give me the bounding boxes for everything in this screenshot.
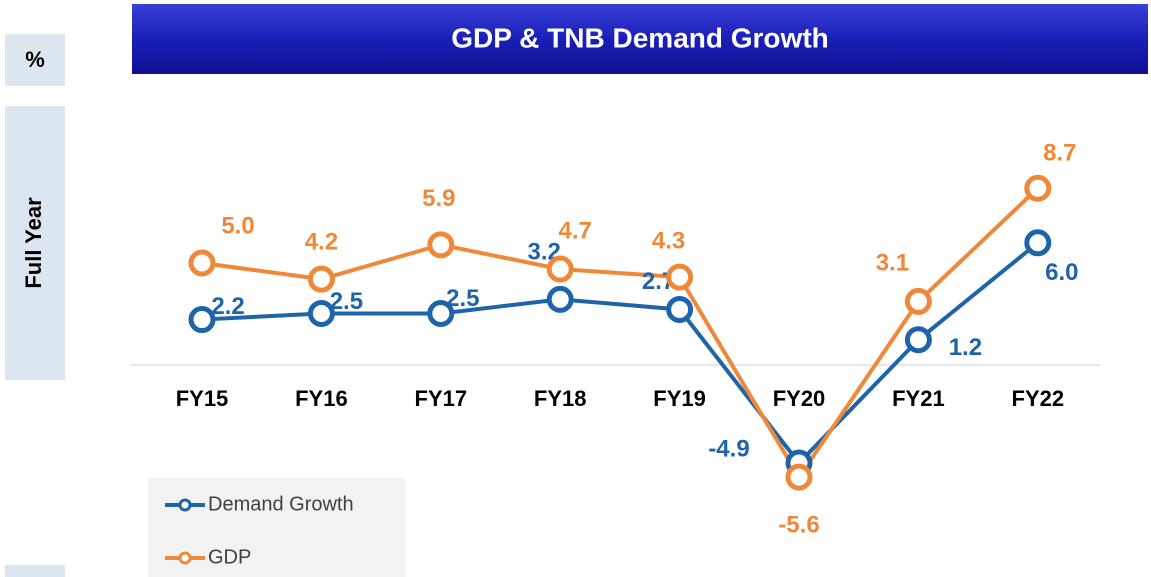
value-label: 3.1 [876, 250, 909, 277]
point [307, 300, 335, 327]
value-label: 4.3 [652, 227, 685, 254]
x-tick-label: FY18 [534, 386, 587, 411]
x-tick-label: FY20 [773, 386, 826, 411]
value-label: 4.2 [305, 229, 338, 256]
legend-label: GDP [208, 546, 251, 568]
point [1024, 174, 1052, 202]
side-box [5, 106, 65, 380]
value-label: 8.7 [1043, 140, 1076, 167]
x-tick-label: FY16 [295, 386, 348, 411]
point [427, 231, 455, 259]
x-tick-label: FY22 [1012, 386, 1065, 411]
legend-marker [178, 498, 192, 512]
point [188, 249, 216, 277]
x-tick-label: FY15 [176, 386, 229, 411]
unit-label: % [25, 47, 45, 72]
chart-title: GDP & TNB Demand Growth [451, 22, 829, 53]
point [546, 285, 574, 313]
point [188, 306, 216, 334]
value-label: 2.5 [330, 288, 363, 315]
point [666, 295, 694, 323]
x-tick-label: FY19 [653, 386, 706, 411]
legend-label: Demand Growth [208, 493, 354, 515]
value-label: 4.7 [559, 217, 592, 244]
side-label: Full Year [21, 197, 46, 289]
value-label: 6.0 [1045, 259, 1078, 286]
unit-box [5, 34, 65, 86]
value-label: -5.6 [778, 511, 819, 538]
value-label: 1.2 [949, 334, 982, 361]
point [666, 263, 694, 291]
point [307, 265, 335, 293]
series-line [201, 186, 1040, 480]
side-box [5, 565, 65, 577]
point [904, 326, 932, 354]
title-banner [132, 4, 1148, 74]
value-label: -4.9 [708, 435, 749, 462]
x-tick-label: FY21 [892, 386, 945, 411]
value-label: 5.0 [221, 212, 254, 239]
point [785, 463, 813, 491]
point [546, 255, 574, 283]
x-tick-label: FY17 [415, 386, 468, 411]
point [1024, 229, 1052, 257]
series-line [201, 241, 1040, 465]
point [904, 287, 932, 315]
point [427, 300, 455, 327]
value-label: 2.2 [211, 293, 244, 320]
legend-marker [178, 551, 192, 565]
value-label: 5.9 [422, 185, 455, 212]
value-label: 2.5 [446, 285, 479, 312]
